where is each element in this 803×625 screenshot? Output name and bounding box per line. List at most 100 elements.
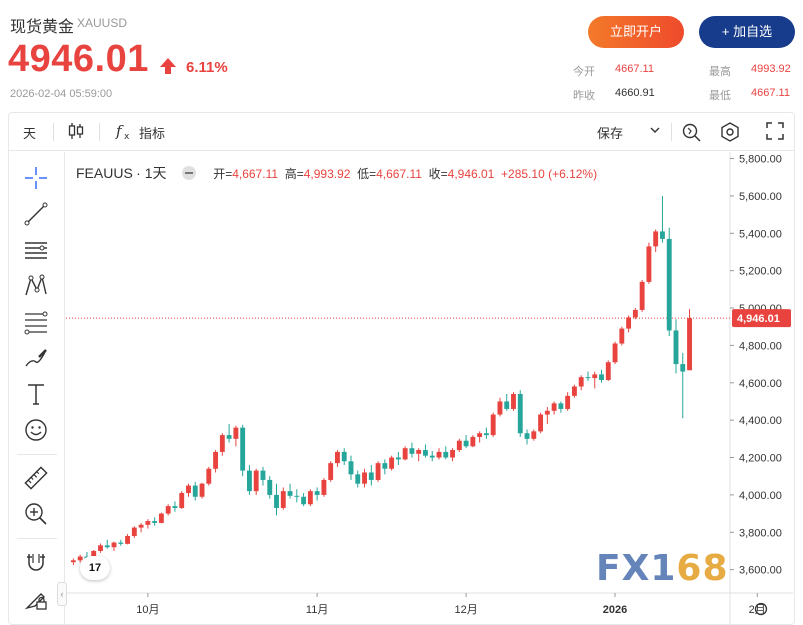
legend-close-value: 4,946.01: [447, 167, 495, 181]
legend-high-value: 4,993.92: [303, 167, 351, 181]
price-change-percent: 6.11%: [186, 59, 228, 76]
collapse-sidebar-button[interactable]: ‹: [57, 582, 67, 606]
legend-symbol: FEAUUS: [76, 165, 133, 181]
candle-body: [402, 448, 408, 460]
price-tick-label: 4,600.00: [739, 378, 782, 390]
candle-body: [558, 403, 564, 409]
candle-body: [538, 414, 544, 432]
candle-body: [240, 427, 246, 471]
candle-body: [463, 440, 469, 447]
current-price-label: 4,946.01: [737, 313, 780, 325]
candle-body: [416, 450, 422, 454]
fullscreen-icon[interactable]: [765, 121, 785, 144]
candle-body: [511, 393, 516, 409]
candle-body: [544, 410, 550, 415]
add-watchlist-button[interactable]: + 加自选: [699, 16, 795, 48]
quick-search-icon[interactable]: [681, 121, 703, 146]
chevron-down-icon[interactable]: [649, 122, 661, 141]
text-tool-icon[interactable]: [22, 380, 50, 408]
candle-body: [341, 451, 347, 462]
candle-body: [680, 364, 686, 372]
candle-body: [111, 542, 117, 548]
tradingview-logo[interactable]: 17: [80, 556, 110, 580]
watermark-text-a: FX1: [596, 548, 677, 589]
price-chart[interactable]: 5,800.00 5,600.00 5,400.00 5,200.00 5,000.00…: [66, 152, 793, 624]
emoji-icon[interactable]: [22, 416, 50, 444]
candle-body: [274, 494, 279, 508]
trend-line-icon[interactable]: [22, 200, 50, 228]
pattern-icon[interactable]: [22, 272, 50, 300]
indicators-button[interactable]: 指标: [139, 126, 166, 141]
zoom-in-icon[interactable]: [22, 500, 50, 528]
interval-selector[interactable]: 天: [23, 126, 37, 141]
toolbar-divider: [99, 123, 100, 141]
candle-body: [213, 451, 219, 469]
chart-legend: FEAUUS · 1天 开=4,667.11 高=4,993.92 低=4,66…: [76, 163, 597, 183]
candle-body: [335, 451, 340, 464]
candle-body: [483, 433, 489, 436]
candle-body: [219, 435, 225, 452]
fib-retracement-icon[interactable]: [22, 308, 50, 336]
candle-body: [301, 496, 307, 505]
candle-body: [646, 246, 652, 282]
last-price: 4946.01: [8, 38, 149, 80]
up-arrow-icon: [160, 58, 176, 67]
ruler-icon[interactable]: [22, 464, 50, 492]
candle-body: [260, 470, 266, 480]
candle-body: [172, 506, 178, 508]
candle-body: [666, 238, 672, 331]
time-tick-label: 2月: [749, 604, 766, 616]
open-account-button[interactable]: 立即开户: [588, 16, 684, 48]
candle-body: [639, 281, 645, 310]
candle-body: [287, 491, 293, 496]
legend-high-label: 高=: [284, 167, 304, 181]
legend-dot: ·: [136, 165, 145, 181]
drawing-toolbar: [9, 152, 65, 624]
price-tick-label: 3,800.00: [739, 527, 782, 539]
candle-body: [179, 493, 185, 508]
candle-body: [118, 542, 124, 544]
candle-body: [77, 556, 83, 561]
horizontal-lines-icon[interactable]: [22, 236, 50, 264]
prev-close-value: 4660.91: [615, 87, 655, 99]
candlestick-type-icon[interactable]: [67, 121, 85, 144]
crosshair-icon[interactable]: [22, 164, 50, 192]
price-tick-label: 5,400.00: [739, 228, 782, 240]
price-tick-label: 4,000.00: [739, 490, 782, 502]
high-value: 4993.92: [751, 63, 791, 75]
brush-icon[interactable]: [22, 344, 50, 372]
candlestick-chart[interactable]: 5,800.005,600.005,400.005,200.005,000.00…: [66, 152, 793, 624]
candle-body: [477, 433, 483, 437]
svg-text:x: x: [124, 132, 130, 141]
chart-panel: 天 f x 指标 保存: [8, 112, 795, 625]
candle-body: [409, 448, 415, 454]
candle-body: [91, 550, 97, 559]
watermark-text-b: 68: [676, 548, 729, 589]
chart-toolbar: 天 f x 指标 保存: [9, 113, 794, 151]
axis-settings-icon[interactable]: [754, 602, 768, 616]
hide-series-icon[interactable]: [181, 165, 196, 180]
settings-icon[interactable]: [719, 121, 741, 146]
candle-body: [578, 377, 584, 387]
legend-close-label: 收=: [428, 167, 448, 181]
magnet-icon[interactable]: [22, 548, 50, 576]
price-tick-label: 4,400.00: [739, 415, 782, 427]
candle-body: [490, 414, 496, 436]
candle-body: [653, 231, 659, 247]
save-button[interactable]: 保存: [597, 126, 624, 141]
candle-body: [192, 485, 198, 497]
candle-body: [382, 463, 388, 469]
lock-drawings-icon[interactable]: [22, 584, 50, 612]
svg-text:f: f: [115, 122, 124, 140]
candle-body: [328, 463, 334, 480]
candle-body: [145, 521, 151, 525]
indicators-icon[interactable]: f x: [115, 121, 133, 144]
candle-body: [246, 470, 252, 492]
candle-body: [517, 393, 523, 434]
current-price-badge: [732, 309, 791, 328]
quote-timestamp: 2026-02-04 05:59:00: [10, 88, 113, 100]
candle-body: [395, 457, 401, 460]
low-label: 最低: [709, 90, 731, 102]
candle-body: [125, 536, 130, 544]
high-label: 最高: [709, 66, 731, 78]
